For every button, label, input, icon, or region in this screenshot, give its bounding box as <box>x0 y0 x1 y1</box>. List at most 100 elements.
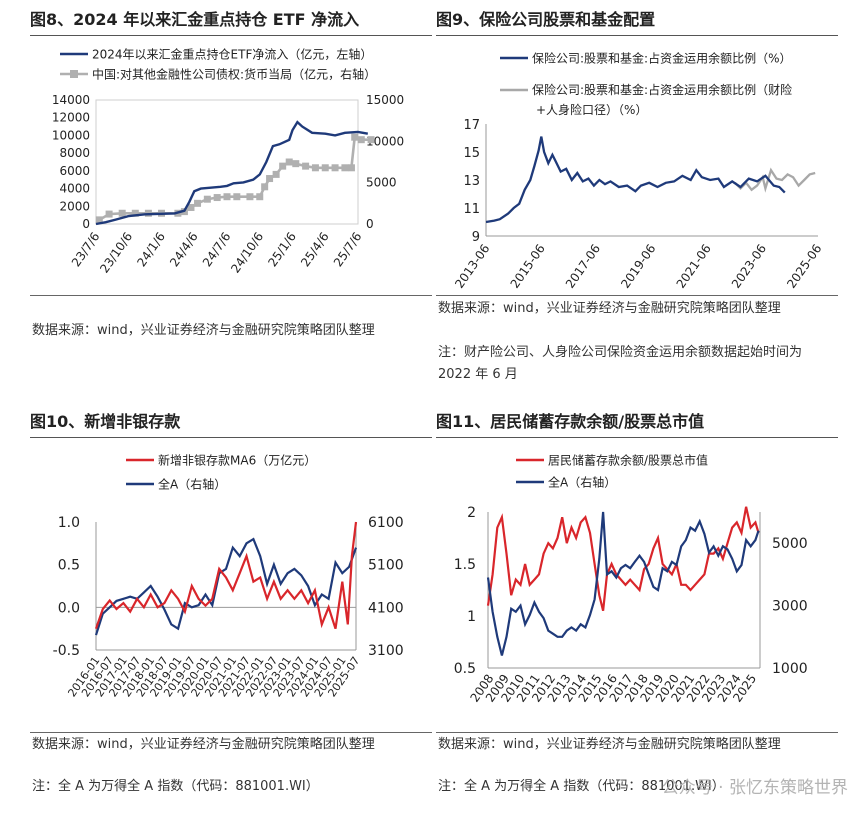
data-point <box>131 209 139 217</box>
legend-marker <box>70 70 78 78</box>
x-tick-label: 2021-06 <box>674 242 714 291</box>
x-tick-label: 24/4/6 <box>167 230 201 270</box>
y-tick-label-left: 1 <box>467 609 476 625</box>
data-point <box>321 164 329 172</box>
y-tick-label: 11 <box>463 202 480 217</box>
y-tick-label: 9 <box>472 230 480 245</box>
y-tick-label-right: 4100 <box>368 600 404 616</box>
source-note: 数据来源：wind，兴业证券经济与金融研究院策略团队整理 <box>438 301 781 316</box>
legend-label: 中国:对其他金融性公司债权:货币当局（亿元，右轴） <box>92 67 376 82</box>
data-point <box>279 162 287 170</box>
y-tick-label-right: 6100 <box>368 515 404 531</box>
chart-etf-inflow: 0 2000 4000 6000 8000 10000 12000 14000 0 5000 100… <box>52 47 404 276</box>
y-tick-label-right: 3100 <box>368 643 404 659</box>
y-tick-label-left: 12000 <box>52 111 90 125</box>
source-note: 数据来源：wind，兴业证券经济与金融研究院策略团队整理 <box>438 737 781 752</box>
panel-etf-inflow: 图8、2024 年以来汇金重点持仓 ETF 净流入 0 2000 4000 6000 8… <box>30 8 432 388</box>
panel-title: 图9、保险公司股票和基金配置 <box>436 10 656 29</box>
data-point <box>302 162 310 170</box>
data-point <box>194 199 202 207</box>
data-point <box>311 164 319 172</box>
legend-label: 2024年以来汇金重点持仓ETF净流入（亿元，左轴） <box>92 47 372 62</box>
legend-label: 保险公司:股票和基金:占资金运用余额比例（财险+人身险口径）（%） <box>532 82 792 117</box>
x-tick-label: 25/1/6 <box>265 230 299 270</box>
data-point <box>341 164 349 172</box>
divider <box>30 35 432 36</box>
x-tick-label: 25/7/6 <box>331 230 365 270</box>
data-point <box>203 195 211 203</box>
footnote: 注：全 A 为万得全 A 指数（代码：881001.WI） <box>32 779 319 794</box>
legend-label: 居民储蓄存款余额/股票总市值 <box>548 453 708 468</box>
legend-label: 全A（右轴） <box>548 475 616 490</box>
x-tick-label: 24/1/6 <box>134 230 168 270</box>
divider <box>30 437 432 438</box>
legend-label: 新增非银存款MA6（万亿元） <box>158 453 316 468</box>
y-tick-label-right: 5100 <box>368 558 404 574</box>
panel-savings-ratio: 图11、居民储蓄存款余额/股票总市值 0.5 1 1.5 2 1000 3000 5000 2… <box>436 410 838 810</box>
data-point <box>233 193 241 201</box>
y-tick-label-right: 5000 <box>772 536 808 552</box>
chart-insurance-equity: 9 11 13 15 17 2013-06 2015-06 2017-06 2019-06 202… <box>452 51 824 291</box>
y-tick-label-right: 15000 <box>366 93 404 107</box>
x-tick-label: 24/10/6 <box>228 230 266 276</box>
x-tick-label: 23/7/6 <box>69 230 103 270</box>
y-tick-label-left: 14000 <box>52 93 90 107</box>
data-point <box>187 203 195 211</box>
panel-title: 图8、2024 年以来汇金重点持仓 ETF 净流入 <box>30 10 360 29</box>
x-tick-label: 2013-06 <box>452 242 492 291</box>
data-point <box>223 193 231 201</box>
y-tick-label-left: -0.5 <box>53 643 80 659</box>
series-line-etf-inflow <box>95 120 369 226</box>
y-tick-label: 17 <box>463 118 480 133</box>
x-tick-label: 25/4/6 <box>298 230 332 270</box>
plot-frame <box>95 99 359 225</box>
data-point <box>351 133 359 141</box>
legend-label: 保险公司:股票和基金:占资金运用余额比例（%） <box>532 51 792 66</box>
data-point <box>367 136 375 144</box>
x-tick-label: 2019-06 <box>618 242 658 291</box>
y-tick-label-left: 1.0 <box>58 515 80 531</box>
series-line-insurance <box>485 136 786 224</box>
y-tick-label-left: 1.5 <box>454 557 476 573</box>
series-line-all-a <box>94 537 358 636</box>
data-point <box>331 164 339 172</box>
data-point <box>118 209 126 217</box>
footnote: 注：全 A 为万得全 A 指数（代码：881001.WI） <box>438 779 725 794</box>
y-tick-label-right: 10000 <box>366 134 404 148</box>
divider <box>30 732 432 733</box>
data-point <box>285 158 293 166</box>
source-note: 数据来源：wind，兴业证券经济与金融研究院策略团队整理 <box>32 323 375 338</box>
series-line-all-a <box>486 511 760 656</box>
y-tick-label-left: 4000 <box>59 182 90 196</box>
y-tick-label-left: 0 <box>82 217 90 231</box>
chart-nonbank-deposits: -0.50.00.51.031004100510061002016-012016… <box>53 453 404 700</box>
divider <box>436 295 838 296</box>
watermark: 公众号 · 张忆东策略世界 <box>661 778 848 798</box>
y-tick-label-left: 6000 <box>59 164 90 178</box>
y-tick-label-left: 8000 <box>59 146 90 160</box>
divider <box>30 295 432 296</box>
y-tick-label-left: 0.5 <box>454 661 476 677</box>
y-tick-label-left: 2000 <box>59 199 90 213</box>
divider <box>436 437 838 438</box>
y-tick-label-left: 0.0 <box>58 600 80 616</box>
x-tick-label: 23/10/6 <box>97 230 135 276</box>
source-note: 数据来源：wind，兴业证券经济与金融研究院策略团队整理 <box>32 737 375 752</box>
data-point <box>261 183 269 191</box>
x-tick-label: 2023-06 <box>729 242 769 291</box>
series-line-pboc-claims <box>98 135 372 222</box>
data-point <box>292 160 300 168</box>
y-tick-label-left: 0.5 <box>58 558 80 574</box>
y-tick-label-left: 10000 <box>52 128 90 142</box>
data-point <box>105 210 113 218</box>
x-tick-label: 24/7/6 <box>200 230 234 270</box>
chart-savings-ratio: 0.511.5210003000500020082009201020112012… <box>454 453 808 705</box>
panel-nonbank-deposits: 图10、新增非银存款 -0.5 0.0 0.5 1.0 3100 4100 5100 6100… <box>30 410 432 810</box>
panel-insurance-equity: 图9、保险公司股票和基金配置 9 11 13 15 17 2013-06 2015-06 20… <box>436 8 838 388</box>
panel-title: 图11、居民储蓄存款余额/股票总市值 <box>436 412 705 431</box>
y-tick-label-right: 3000 <box>772 599 808 615</box>
data-point <box>256 193 264 201</box>
y-tick-label-right: 5000 <box>366 176 397 190</box>
data-point <box>357 136 365 144</box>
legend-label: 全A（右轴） <box>158 477 226 492</box>
